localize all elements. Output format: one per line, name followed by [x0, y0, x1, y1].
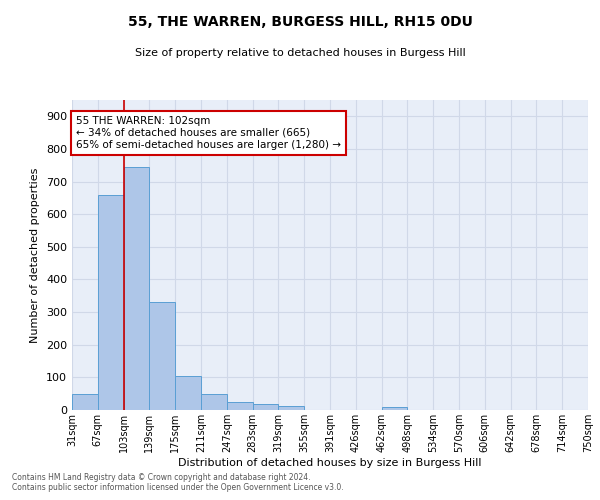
Bar — [175, 376, 201, 410]
Bar — [278, 406, 304, 410]
Bar — [201, 394, 227, 410]
Bar — [382, 406, 407, 410]
Bar — [98, 194, 124, 410]
Bar — [72, 394, 98, 410]
Text: 55 THE WARREN: 102sqm
← 34% of detached houses are smaller (665)
65% of semi-det: 55 THE WARREN: 102sqm ← 34% of detached … — [76, 116, 341, 150]
Bar — [124, 167, 149, 410]
Y-axis label: Number of detached properties: Number of detached properties — [31, 168, 40, 342]
Text: Contains public sector information licensed under the Open Government Licence v3: Contains public sector information licen… — [12, 484, 344, 492]
Text: 55, THE WARREN, BURGESS HILL, RH15 0DU: 55, THE WARREN, BURGESS HILL, RH15 0DU — [128, 15, 472, 29]
Text: Contains HM Land Registry data © Crown copyright and database right 2024.: Contains HM Land Registry data © Crown c… — [12, 474, 311, 482]
X-axis label: Distribution of detached houses by size in Burgess Hill: Distribution of detached houses by size … — [178, 458, 482, 468]
Text: Size of property relative to detached houses in Burgess Hill: Size of property relative to detached ho… — [134, 48, 466, 58]
Bar — [227, 402, 253, 410]
Bar — [149, 302, 175, 410]
Bar — [253, 404, 278, 410]
